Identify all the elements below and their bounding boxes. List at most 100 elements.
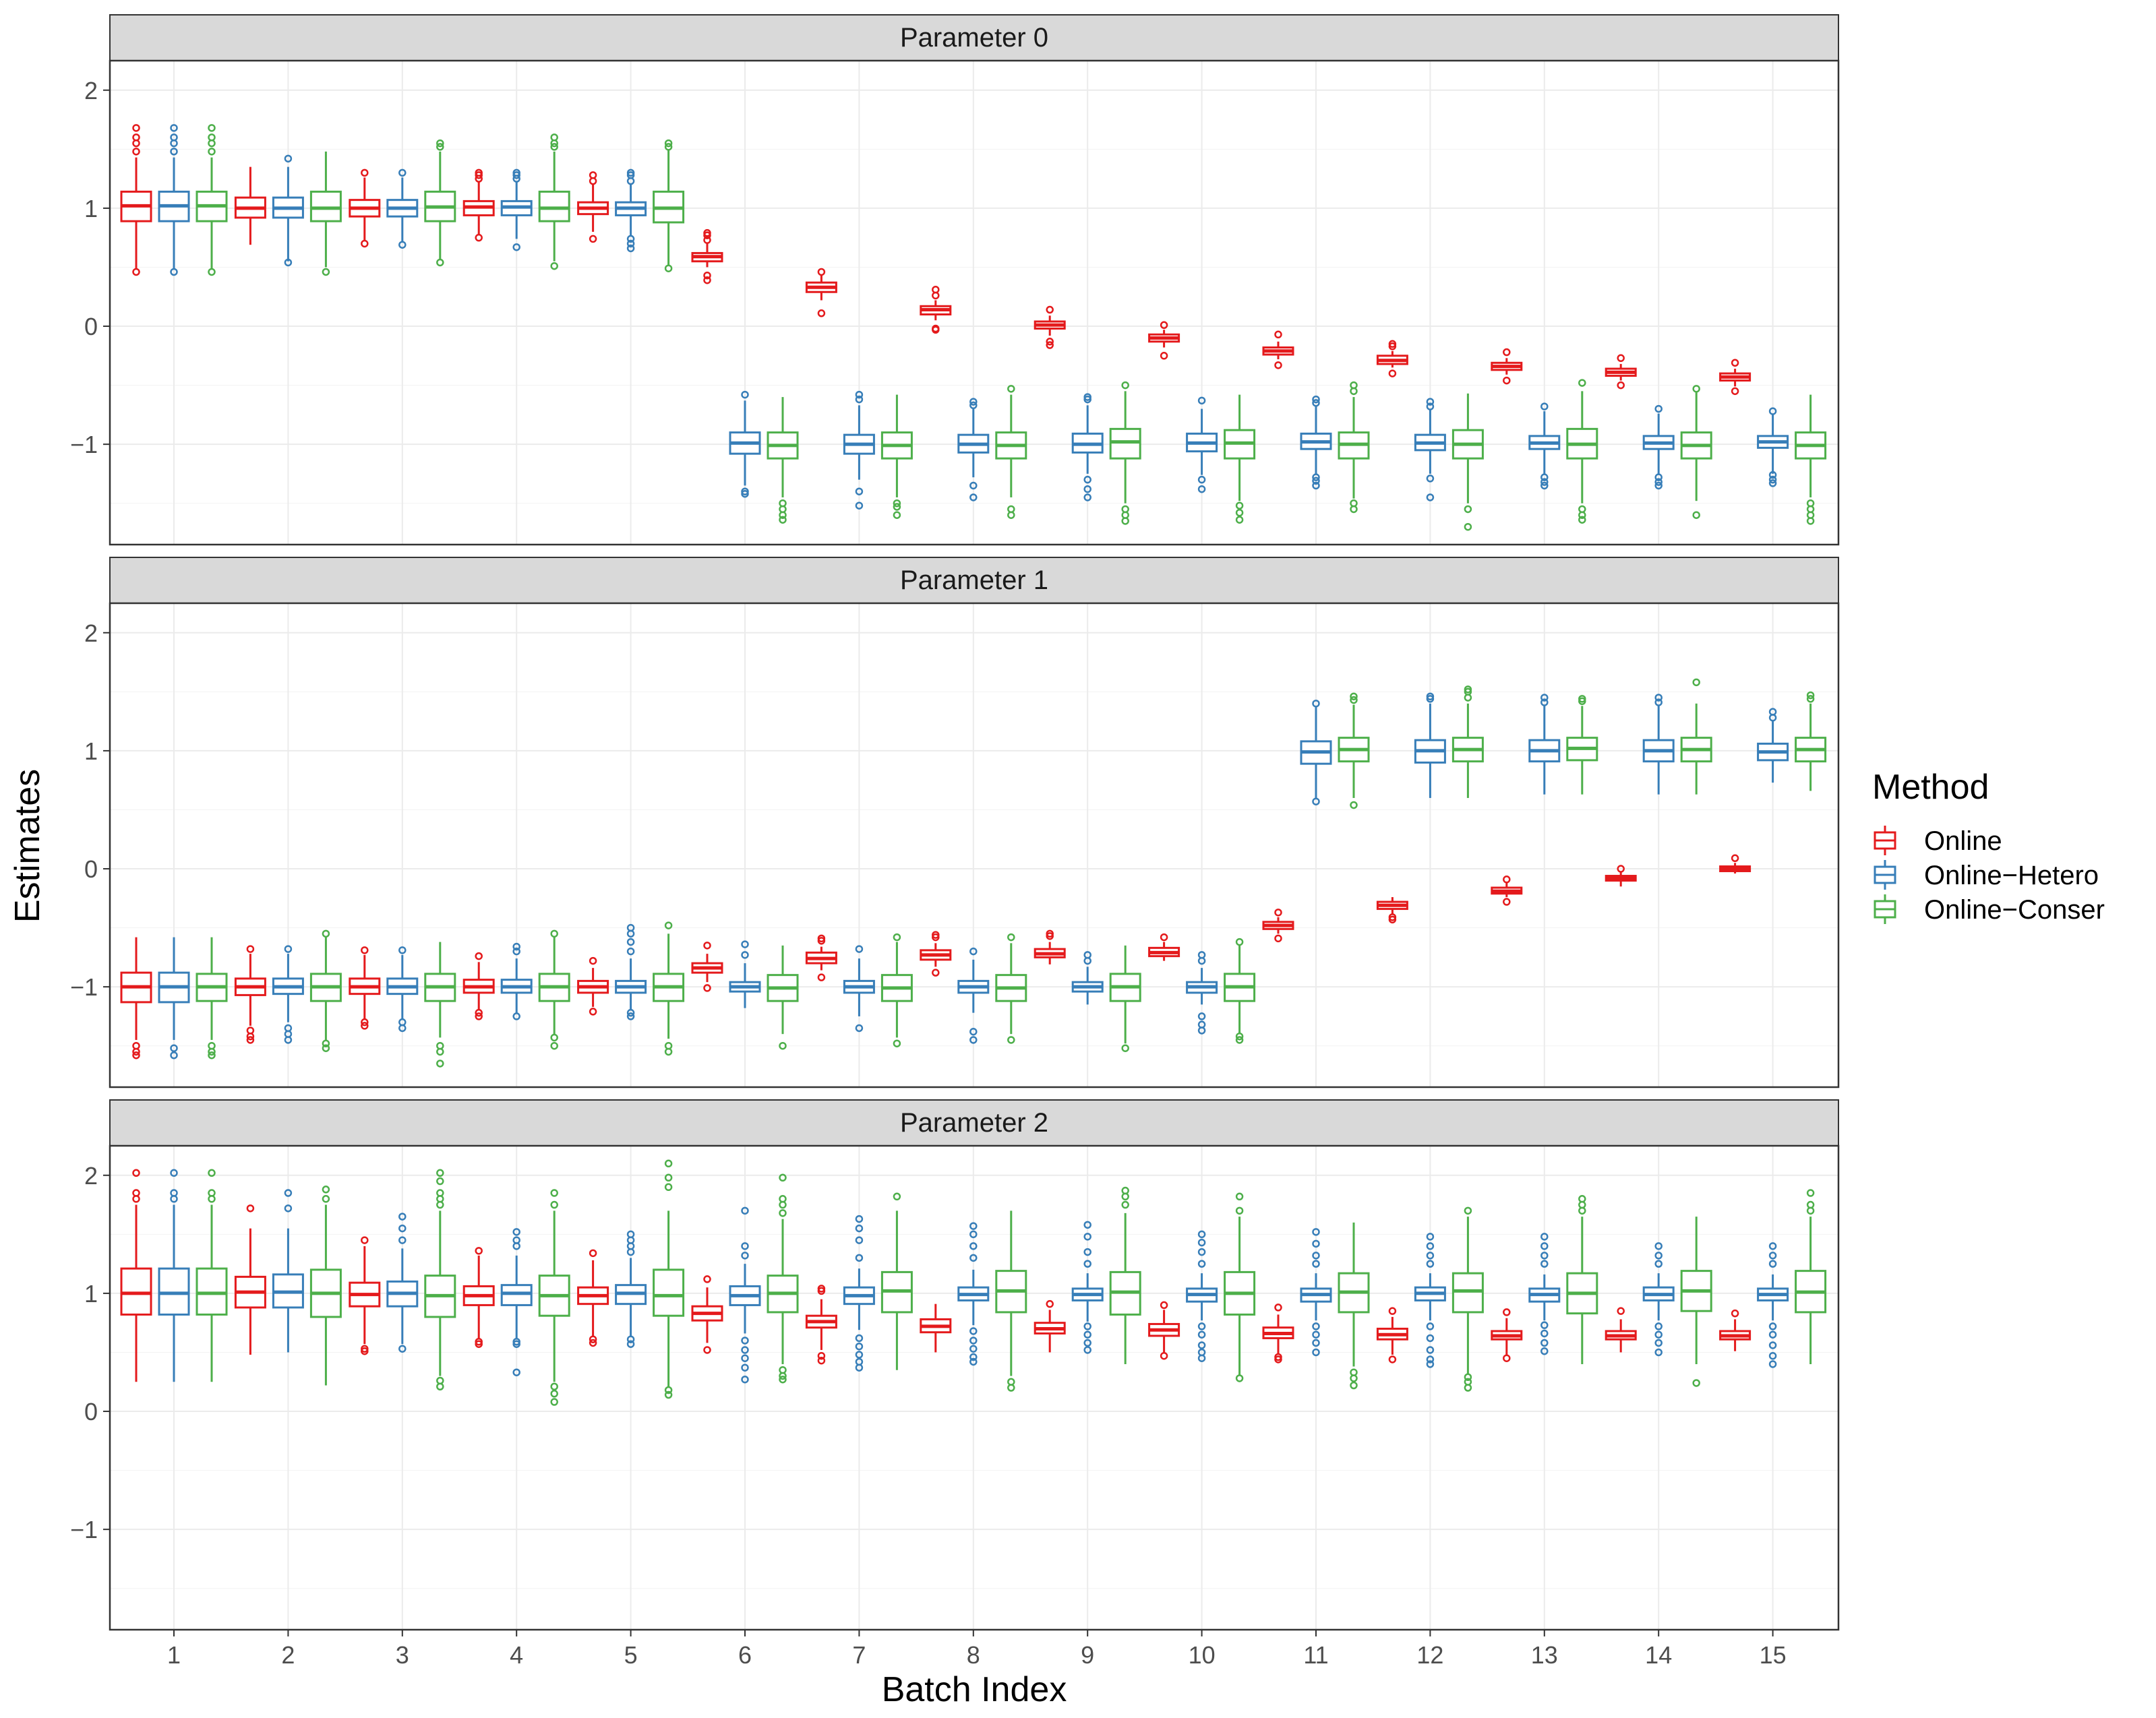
outlier-point: [475, 233, 483, 242]
outlier-point: [512, 168, 520, 177]
outlier-point: [626, 1340, 635, 1348]
outlier-point: [436, 1189, 444, 1197]
outlier-point: [893, 1192, 901, 1201]
outlier-point: [1540, 1260, 1549, 1268]
x-tick-label: 13: [1531, 1641, 1558, 1669]
outlier-point: [1046, 929, 1054, 938]
outlier-point: [1007, 933, 1015, 942]
box-mark: [1109, 945, 1141, 1052]
box-mark: [767, 397, 799, 524]
outlier-point: [1274, 934, 1282, 943]
outlier-point: [1312, 1348, 1320, 1357]
outlier-point: [855, 501, 864, 510]
outlier-point: [1617, 865, 1625, 873]
outlier-point: [1388, 1307, 1397, 1315]
outlier-point: [1160, 1351, 1168, 1360]
outlier-point: [1083, 1322, 1091, 1330]
box-mark: [880, 933, 913, 1047]
outlier-point: [208, 1047, 216, 1056]
outlier-point: [1731, 387, 1739, 396]
outlier-point: [1654, 1260, 1663, 1268]
y-tick-label: 2: [84, 77, 98, 104]
box-mark: [1376, 340, 1408, 377]
box-mark: [309, 929, 342, 1052]
outlier-point: [550, 1041, 558, 1050]
y-tick-label: 1: [84, 1280, 98, 1308]
outlier-point: [1274, 1303, 1282, 1312]
outlier-point: [1426, 398, 1435, 406]
y-tick-label: 0: [84, 313, 98, 340]
legend-entry: Online: [1874, 826, 2002, 856]
box-mark: [1224, 394, 1256, 524]
box-mark: [1566, 379, 1598, 524]
outlier-point: [1540, 698, 1549, 706]
outlier-point: [664, 1047, 673, 1056]
outlier-point: [550, 1189, 558, 1197]
outlier-point: [1350, 1381, 1358, 1390]
legend-label: Online−Conser: [1924, 895, 2105, 925]
outlier-point: [132, 268, 140, 276]
outlier-point: [626, 239, 635, 248]
facet-panel: Parameter 2 −1 0 1 2: [70, 1099, 1840, 1631]
outlier-point: [512, 1236, 520, 1244]
box-mark: [1034, 929, 1066, 964]
outlier-point: [741, 1354, 749, 1362]
facet-strip: [109, 14, 1839, 61]
outlier-point: [1503, 876, 1511, 884]
box-mark: [1300, 700, 1332, 805]
outlier-point: [398, 241, 407, 249]
outlier-point: [1768, 1322, 1777, 1330]
outlier-point: [475, 1340, 483, 1348]
outlier-point: [1654, 1322, 1663, 1330]
outlier-point: [1312, 1322, 1320, 1330]
outlier-point: [589, 1249, 597, 1258]
box-mark: [272, 154, 304, 267]
outlier-point: [817, 309, 826, 317]
x-tick-label: 4: [510, 1641, 523, 1669]
outlier-point: [589, 235, 597, 243]
outlier-point: [1046, 305, 1054, 314]
box-mark: [386, 1213, 419, 1353]
outlier-point: [779, 511, 787, 519]
box-mark: [1186, 1230, 1218, 1362]
box-mark: [462, 952, 495, 1020]
outlier-point: [969, 1353, 978, 1361]
outlier-point: [1768, 470, 1777, 479]
outlier-point: [550, 929, 558, 938]
outlier-point: [1083, 951, 1091, 959]
outlier-point: [512, 947, 520, 956]
box-mark: [1795, 1189, 1827, 1364]
box-iqr: [309, 190, 342, 222]
box-mark: [1338, 381, 1370, 514]
outlier-point: [1617, 354, 1625, 363]
outlier-point: [1046, 341, 1054, 349]
legend-label: Online: [1924, 826, 2002, 856]
outlier-point: [1350, 692, 1358, 701]
outlier-point: [664, 1173, 673, 1182]
outlier-point: [703, 942, 711, 950]
box-mark: [995, 1210, 1027, 1392]
outlier-point: [436, 1382, 444, 1390]
outlier-point: [512, 942, 520, 951]
outlier-point: [398, 1024, 407, 1033]
outlier-point: [1312, 797, 1320, 805]
x-tick-label: 7: [852, 1641, 866, 1669]
y-tick-label: 0: [84, 1398, 98, 1425]
box-iqr: [1451, 1272, 1484, 1314]
outlier-point: [855, 1024, 864, 1033]
outlier-point: [512, 243, 520, 251]
outlier-point: [322, 1195, 330, 1203]
outlier-point: [1235, 1192, 1244, 1201]
legend: Method Online Online−Hetero Online−Conser: [1872, 768, 2105, 925]
outlier-point: [1312, 1252, 1320, 1260]
outlier-point: [626, 1335, 635, 1343]
facet-panel: Parameter 0 −1 0 1 2: [70, 14, 1840, 546]
outlier-point: [550, 143, 558, 151]
box-mark: [386, 168, 419, 249]
box-mark: [1566, 695, 1598, 795]
box-mark: [1528, 1233, 1561, 1355]
box-iqr: [500, 1284, 533, 1306]
outlier-point: [893, 499, 901, 508]
outlier-point: [1235, 1036, 1244, 1044]
outlier-point: [550, 1033, 558, 1042]
